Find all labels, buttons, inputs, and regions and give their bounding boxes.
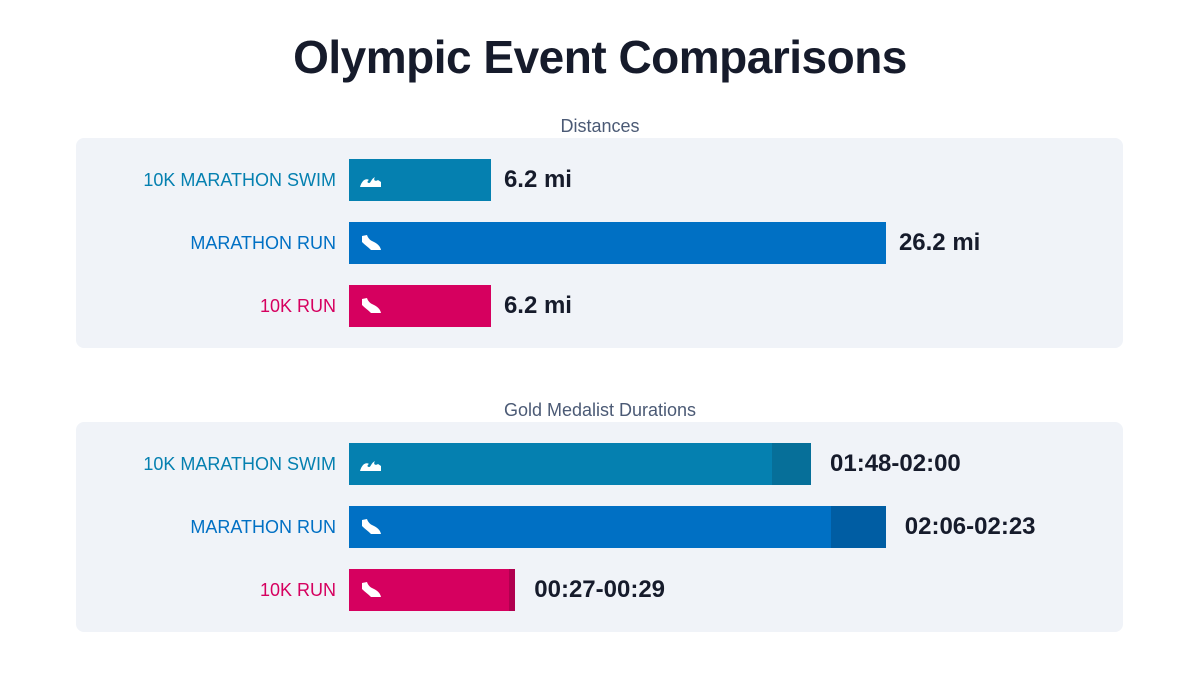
category-label: MARATHON RUN (190, 517, 336, 537)
bar-row: 10K MARATHON SWIM 01:48-02:00 (76, 443, 1123, 485)
bar-row: 10K RUN 6.2 mi (76, 285, 1123, 327)
bar (349, 285, 491, 327)
durations-chart: 10K MARATHON SWIM 01:48-02:00 MARATHON RUN… (76, 422, 1123, 632)
category-label: MARATHON RUN (190, 233, 336, 253)
shoe-icon (359, 296, 383, 316)
bar (349, 159, 491, 201)
category-label: 10K MARATHON SWIM (143, 170, 336, 190)
bar-row: 10K RUN 00:27-00:29 (76, 569, 1123, 611)
distances-chart: 10K MARATHON SWIM 6.2 mi MARATHON RUN 26.2 … (76, 138, 1123, 348)
category-label: 10K RUN (259, 296, 336, 316)
distances-chart-title: Distances (560, 116, 640, 136)
category-label: 10K RUN (259, 580, 336, 600)
data-label: 02:06-02:23 (904, 513, 1036, 540)
shoe-icon (359, 580, 383, 600)
range-segment (830, 506, 886, 548)
bar-row: MARATHON RUN 02:06-02:23 (76, 506, 1123, 548)
bar (349, 443, 811, 485)
data-label: 6.2 mi (503, 166, 572, 193)
data-label: 01:48-02:00 (830, 450, 961, 477)
wave-icon (359, 454, 383, 474)
durations-chart-title: Gold Medalist Durations (503, 400, 697, 420)
data-label: 6.2 mi (503, 292, 572, 319)
bar-row: 10K MARATHON SWIM 6.2 mi (76, 159, 1123, 201)
bar-row: MARATHON RUN 26.2 mi (76, 222, 1123, 264)
wave-icon (359, 170, 383, 190)
category-label: 10K MARATHON SWIM (143, 454, 336, 474)
data-label: 26.2 mi (898, 229, 981, 256)
bar (349, 569, 516, 611)
shoe-icon (359, 517, 383, 537)
bar (349, 506, 886, 548)
range-segment (508, 569, 516, 611)
shoe-icon (359, 233, 383, 253)
data-label: 00:27-00:29 (534, 576, 666, 603)
page-title: Olympic Event Comparisons (293, 31, 907, 83)
bar (349, 222, 886, 264)
range-segment (772, 443, 811, 485)
